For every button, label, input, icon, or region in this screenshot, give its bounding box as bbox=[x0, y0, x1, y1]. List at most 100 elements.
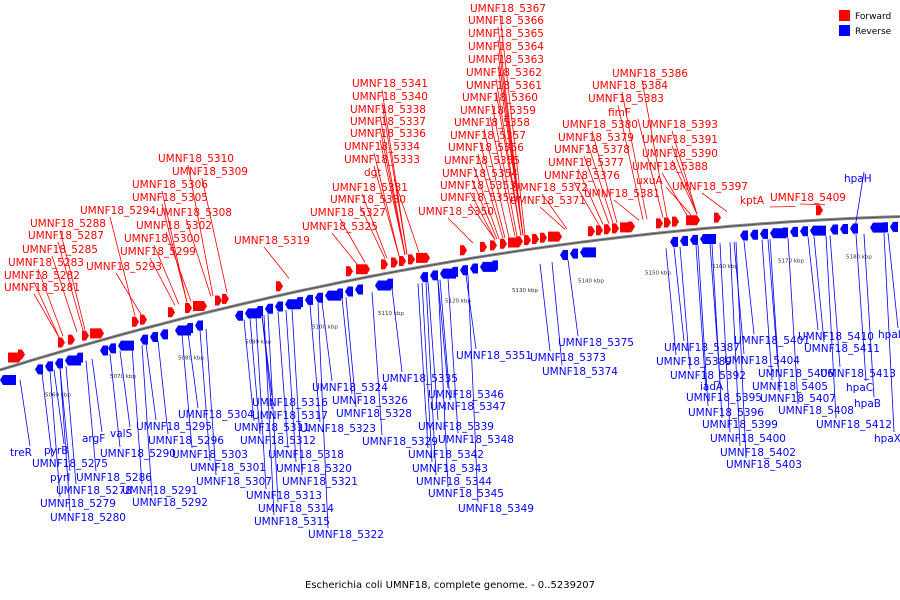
gene-label-reverse: UMNF18_5328 bbox=[336, 408, 412, 420]
gene-label-reverse: UMNF18_5395 bbox=[686, 392, 762, 404]
gene-arrow-forward bbox=[82, 330, 89, 341]
leader-line-forward bbox=[201, 177, 228, 293]
gene-label-reverse: UMNF18_5405 bbox=[752, 381, 828, 393]
gene-arrow-reverse bbox=[760, 228, 768, 239]
gene-label-reverse: UMNF18_5314 bbox=[258, 503, 334, 515]
gene-arrow-reverse bbox=[420, 272, 428, 283]
gene-label-forward: UMNF18_5365 bbox=[468, 28, 544, 40]
legend-swatch-reverse bbox=[839, 25, 850, 36]
gene-arrow-forward bbox=[391, 257, 398, 268]
leader-line-forward bbox=[469, 191, 496, 240]
leader-line-reverse bbox=[49, 370, 61, 498]
leader-line-forward bbox=[149, 257, 176, 306]
leader-line-reverse bbox=[567, 259, 579, 337]
gene-label-forward: UMNF18_5310 bbox=[158, 153, 234, 165]
leader-line-forward bbox=[51, 255, 78, 333]
leader-line-reverse bbox=[59, 367, 71, 472]
gene-arrow-reverse bbox=[108, 343, 116, 354]
legend: Forward Reverse bbox=[839, 10, 892, 37]
gene-arrow-reverse bbox=[430, 270, 438, 281]
leader-line-forward bbox=[447, 217, 474, 244]
gene-label-forward: UMNF18_5377 bbox=[548, 157, 624, 169]
leader-line-forward bbox=[361, 193, 388, 259]
leader-line-reverse bbox=[41, 373, 53, 458]
gene-label-reverse: iadA bbox=[700, 381, 724, 393]
gene-arrow-reverse bbox=[335, 288, 343, 299]
gene-label-reverse: UMNF18_5295 bbox=[136, 421, 212, 433]
gene-label-forward: uxuA bbox=[636, 175, 664, 187]
leader-line-reverse bbox=[767, 239, 779, 368]
gene-label-forward: UMNF18_5367 bbox=[470, 3, 546, 15]
leader-line-reverse bbox=[735, 241, 747, 459]
leader-line-reverse bbox=[807, 236, 819, 331]
gene-label-reverse: UMNF18_5406 bbox=[758, 368, 834, 380]
leader-line-reverse bbox=[883, 233, 895, 433]
gene-label-reverse: UMNF18_5296 bbox=[148, 435, 224, 447]
leader-line-reverse bbox=[769, 239, 781, 393]
gene-arrow-reverse bbox=[140, 334, 148, 345]
gene-label-forward: UMNF18_5384 bbox=[592, 80, 668, 92]
leader-line-forward bbox=[497, 26, 524, 236]
gene-label-forward: UMNF18_5306 bbox=[132, 179, 208, 191]
gene-label-forward: UMNF18_5302 bbox=[136, 220, 212, 232]
leader-line-forward bbox=[469, 203, 496, 240]
gene-label-forward: UMNF18_5371 bbox=[510, 195, 586, 207]
gene-label-reverse: UMNF18_5396 bbox=[688, 407, 764, 419]
gene-arrow-forward bbox=[540, 232, 547, 243]
leader-line-reverse bbox=[291, 308, 303, 476]
gene-arrow-reverse bbox=[830, 224, 838, 235]
gene-label-forward: UMNF18_5386 bbox=[612, 68, 688, 80]
tick-label: 5120 kbp bbox=[445, 299, 471, 305]
gene-arrow-forward bbox=[656, 218, 663, 229]
leader-line-forward bbox=[573, 181, 600, 226]
leader-line-forward bbox=[499, 14, 526, 236]
leader-line-forward bbox=[587, 143, 614, 224]
leader-line-reverse bbox=[249, 318, 261, 435]
gene-arrow-forward bbox=[816, 205, 823, 216]
leader-line-reverse bbox=[371, 292, 383, 436]
leader-line-reverse bbox=[65, 366, 77, 485]
gene-label-forward: UMNF18_5341 bbox=[352, 78, 428, 90]
leader-line-reverse bbox=[341, 298, 353, 395]
leader-line-forward bbox=[115, 272, 142, 315]
gene-arrow-reverse bbox=[780, 227, 788, 238]
gene-label-forward: UMNF18_5333 bbox=[344, 154, 420, 166]
leader-line-forward bbox=[617, 104, 644, 220]
gene-label-reverse: UMNF18_5317 bbox=[252, 410, 328, 422]
leader-line-reverse bbox=[863, 233, 875, 398]
leader-line-forward bbox=[33, 293, 60, 338]
gene-label-reverse: hpaB bbox=[854, 398, 881, 410]
leader-line-reverse bbox=[19, 379, 31, 447]
gene-arrow-forward bbox=[346, 266, 353, 277]
gene-arrow-reverse bbox=[580, 247, 596, 258]
gene-label-reverse: UMNF18_5346 bbox=[428, 389, 504, 401]
gene-labels: UMNF18_5281UMNF18_5282UMNF18_5283UMNF18_… bbox=[4, 3, 900, 541]
gene-label-reverse: UMNF18_5324 bbox=[312, 382, 388, 394]
leader-line-reverse bbox=[255, 316, 267, 490]
gene-arrow-forward bbox=[356, 264, 370, 275]
gene-label-reverse: UMNF18_5315 bbox=[254, 516, 330, 528]
gene-label-forward: UMNF18_5378 bbox=[554, 144, 630, 156]
leader-line-forward bbox=[671, 159, 698, 215]
gene-label-forward: UMNF18_5308 bbox=[156, 207, 232, 219]
leader-line-forward bbox=[483, 128, 510, 238]
leader-line-forward bbox=[379, 115, 406, 255]
gene-label-reverse: UMNF18_5412 bbox=[816, 419, 892, 431]
gene-arrow-forward bbox=[612, 223, 619, 234]
leader-line-forward bbox=[165, 231, 192, 302]
leader-line-reverse bbox=[855, 234, 867, 382]
gene-arrow-reverse bbox=[0, 375, 16, 385]
leader-line-forward bbox=[187, 164, 214, 297]
gene-label-reverse: hpaX bbox=[874, 433, 900, 445]
leader-line-reverse bbox=[439, 279, 451, 401]
gene-arrow-reverse bbox=[345, 286, 353, 297]
leader-line-forward bbox=[37, 268, 64, 337]
gene-label-forward: UMNF18_5340 bbox=[352, 91, 428, 103]
gene-label-forward: UMNF18_5372 bbox=[512, 182, 588, 194]
leader-line-reverse bbox=[813, 236, 825, 343]
gene-label-forward: UMNF18_5319 bbox=[234, 235, 310, 247]
gene-label-forward: UMNF18_5282 bbox=[4, 270, 80, 282]
leader-line-forward bbox=[381, 89, 408, 255]
gene-label-forward: UMNF18_5381 bbox=[584, 188, 660, 200]
tick-label: 5130 kbp bbox=[512, 288, 538, 294]
